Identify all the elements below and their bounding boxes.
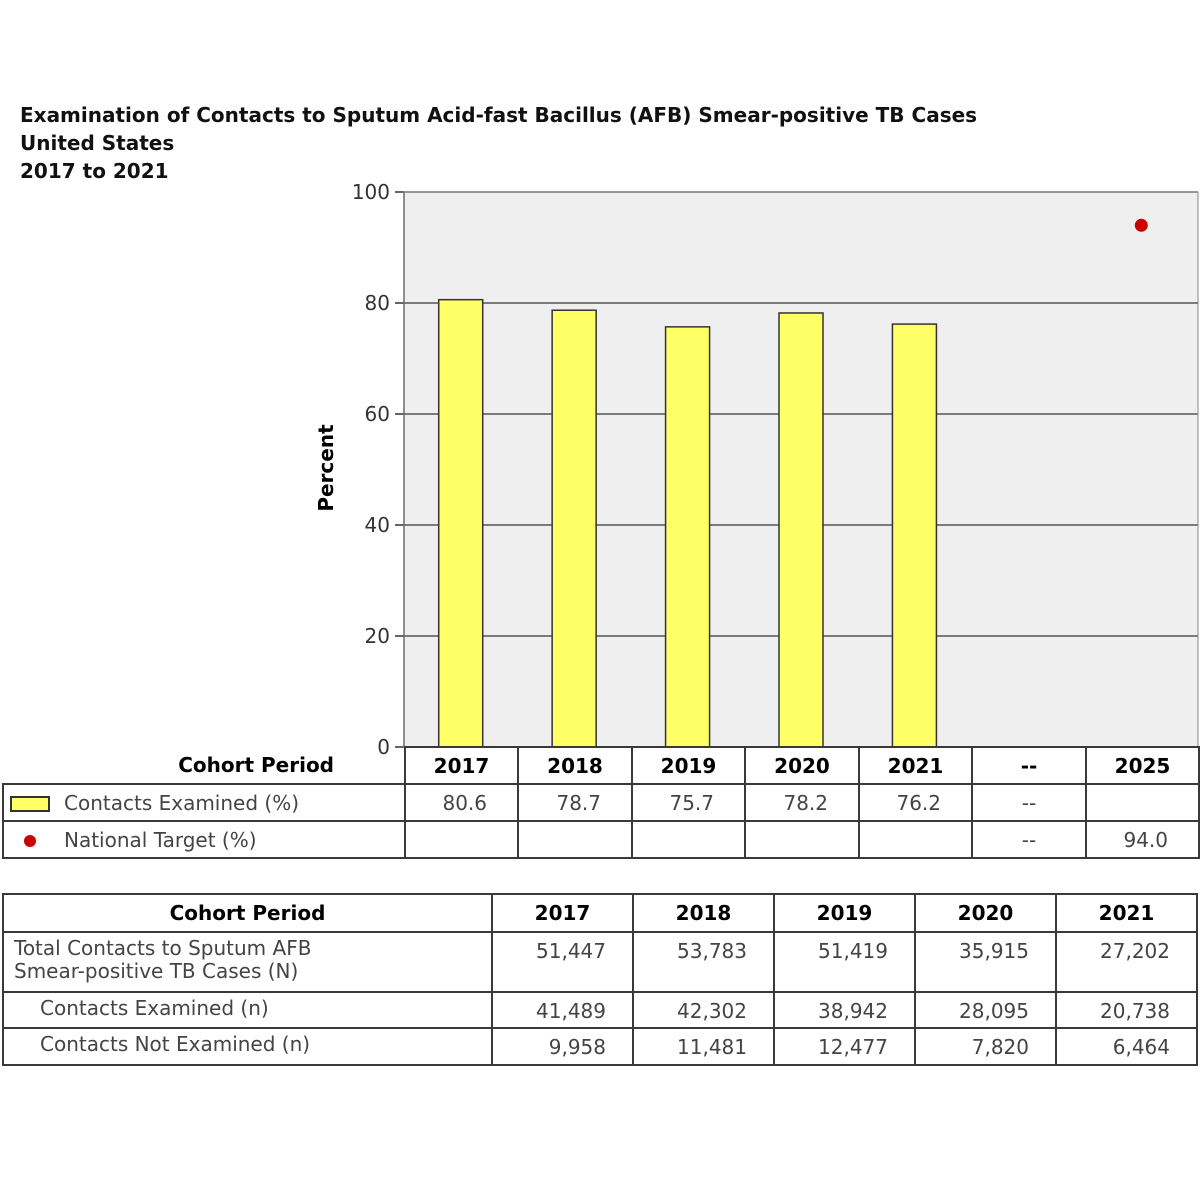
- table-cell: 51,419: [773, 931, 916, 993]
- legend-table: Cohort Period 2017 2018 2019 2020 2021 -…: [2, 746, 1200, 859]
- col-header: 2021: [858, 746, 973, 785]
- table-cell: 28,095: [914, 991, 1057, 1029]
- table-cell: 80.6: [404, 783, 519, 822]
- table-cell: 41,489: [491, 991, 634, 1029]
- legend-row-contacts-examined: Contacts Examined (%) 80.6 78.7 75.7 78.…: [2, 783, 1200, 822]
- table-row: Contacts Examined (n) 41,489 42,302 38,9…: [2, 991, 1198, 1029]
- bar-swatch-icon: [10, 796, 50, 812]
- col-header: 2020: [914, 893, 1057, 933]
- table-cell: 11,481: [632, 1027, 775, 1066]
- dot-swatch-icon: [24, 835, 36, 847]
- table-cell: 35,915: [914, 931, 1057, 993]
- table-cell: 6,464: [1055, 1027, 1198, 1066]
- table-cell: 75.7: [631, 783, 746, 822]
- table-cell: 12,477: [773, 1027, 916, 1066]
- header-label: Cohort Period: [2, 893, 493, 933]
- y-tick-label: 80: [365, 291, 390, 315]
- y-axis-label: Percent: [314, 424, 338, 512]
- col-header: 2018: [517, 746, 633, 785]
- col-header: 2017: [491, 893, 634, 933]
- table-cell: 76.2: [858, 783, 973, 822]
- legend-label: Contacts Examined (%): [64, 790, 299, 815]
- col-header: 2019: [773, 893, 916, 933]
- bar: [437, 298, 484, 748]
- chart-title: Examination of Contacts to Sputum Acid-f…: [20, 103, 978, 127]
- table-cell: 9,958: [491, 1027, 634, 1066]
- legend-entry: Contacts Examined (%): [2, 783, 406, 822]
- table-cell: --: [971, 783, 1087, 822]
- table-cell: [1085, 783, 1200, 822]
- table-cell: 42,302: [632, 991, 775, 1029]
- table-cell: 51,447: [491, 931, 634, 993]
- col-header: 2020: [744, 746, 860, 785]
- y-tick-label: 40: [365, 513, 390, 537]
- y-tick-label: 100: [352, 180, 390, 204]
- table-cell: 94.0: [1085, 820, 1200, 859]
- y-tick-label: 20: [365, 624, 390, 648]
- bar: [778, 312, 824, 748]
- col-header: 2017: [404, 746, 519, 785]
- col-header: --: [971, 746, 1087, 785]
- row-label: Total Contacts to Sputum AFB Smear-positi…: [2, 931, 493, 993]
- chart-subtitle-region: United States: [20, 131, 175, 155]
- col-header: 2019: [631, 746, 746, 785]
- table-cell: [404, 820, 519, 859]
- row-label-line: Smear-positive TB Cases (N): [14, 959, 299, 983]
- row-label: Contacts Not Examined (n): [2, 1027, 493, 1066]
- legend-label: National Target (%): [64, 827, 257, 852]
- table-cell: 7,820: [914, 1027, 1057, 1066]
- table-cell: 78.7: [517, 783, 633, 822]
- bar: [551, 309, 597, 748]
- x-axis-label: Cohort Period: [178, 753, 334, 777]
- table-cell: 27,202: [1055, 931, 1198, 993]
- bar: [664, 326, 711, 748]
- table-cell: --: [971, 820, 1087, 859]
- table-cell: 53,783: [632, 931, 775, 993]
- table-cell: 38,942: [773, 991, 916, 1029]
- target-point: [1134, 218, 1148, 232]
- y-tick-label: 60: [365, 402, 390, 426]
- data-table: Cohort Period 2017 2018 2019 2020 2021 T…: [2, 893, 1198, 1066]
- table-cell: [517, 820, 633, 859]
- legend-entry: National Target (%): [2, 820, 406, 859]
- col-header: 2018: [632, 893, 775, 933]
- bar-chart: 0 20 40 60 80 100 Percent: [314, 180, 1199, 759]
- table-cell: 20,738: [1055, 991, 1198, 1029]
- chart-title-block: Examination of Contacts to Sputum Acid-f…: [20, 101, 977, 185]
- table-cell: [631, 820, 746, 859]
- table-row: Total Contacts to Sputum AFB Smear-positi…: [2, 931, 1198, 993]
- data-header-row: Cohort Period 2017 2018 2019 2020 2021: [2, 893, 1198, 933]
- col-header: 2021: [1055, 893, 1198, 933]
- row-label: Contacts Examined (n): [2, 991, 493, 1029]
- row-label-line: Total Contacts to Sputum AFB: [14, 936, 312, 960]
- table-row: Contacts Not Examined (n) 9,958 11,481 1…: [2, 1027, 1198, 1066]
- y-tick-label: 0: [377, 735, 390, 759]
- chart-subtitle-years: 2017 to 2021: [20, 159, 169, 183]
- col-header: 2025: [1085, 746, 1200, 785]
- table-cell: [858, 820, 973, 859]
- table-cell: [744, 820, 860, 859]
- legend-row-national-target: National Target (%) -- 94.0: [2, 820, 1200, 859]
- bar: [891, 323, 938, 748]
- table-cell: 78.2: [744, 783, 860, 822]
- legend-header-row: Cohort Period 2017 2018 2019 2020 2021 -…: [3, 746, 1200, 785]
